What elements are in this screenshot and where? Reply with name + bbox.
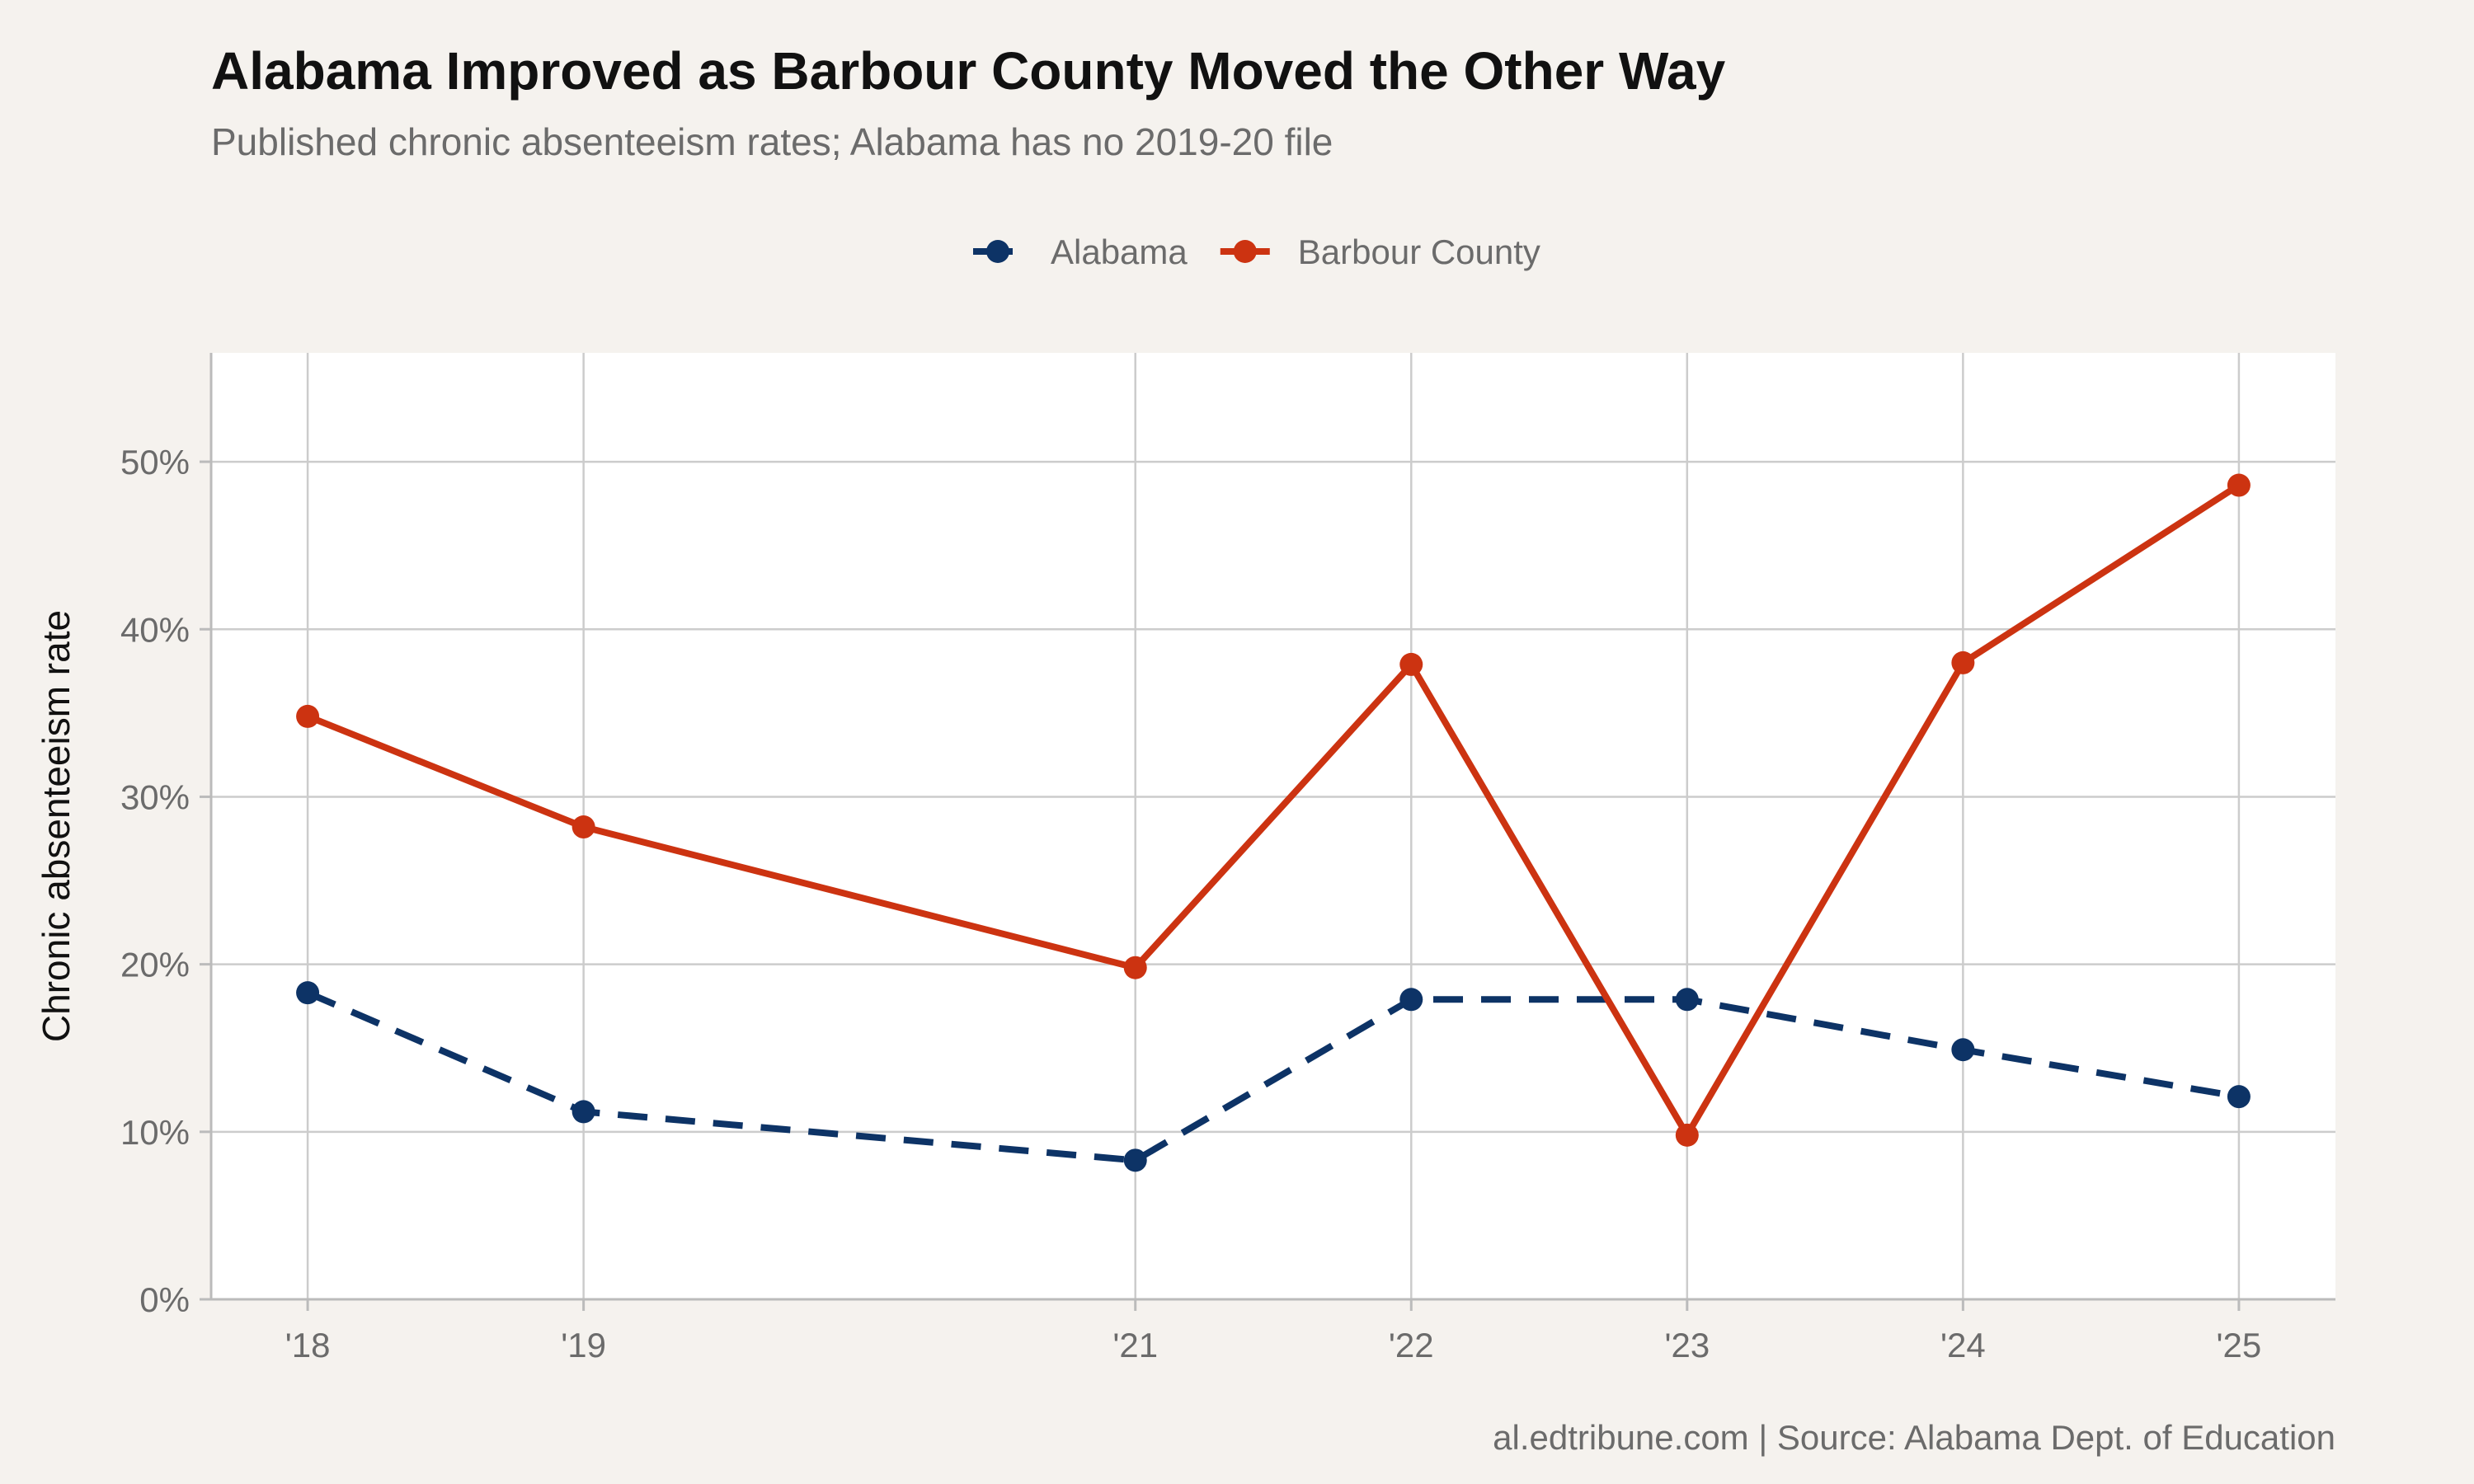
chart-caption: al.edtribune.com | Source: Alabama Dept.…: [1493, 1418, 2335, 1457]
alabama-legend-label: Alabama: [1051, 232, 1188, 271]
x-tick-label: '25: [2217, 1326, 2262, 1364]
legend: Alabama Barbour County: [973, 232, 1540, 271]
x-tick-label: '21: [1112, 1326, 1158, 1364]
x-tick-label: '24: [1940, 1326, 1986, 1364]
y-tick-label: 40%: [120, 610, 190, 649]
y-axis-label: Chronic absenteeism rate: [35, 610, 78, 1042]
series-layer: [296, 473, 2251, 1172]
x-tick-label: '19: [561, 1326, 606, 1364]
barbour-county-legend-marker: [1233, 240, 1257, 263]
alabama-data-point: [1123, 1148, 1147, 1172]
chart-subtitle: Published chronic absenteeism rates; Ala…: [211, 120, 1333, 163]
x-tick-label: '22: [1389, 1326, 1434, 1364]
barbour-county-legend-label: Barbour County: [1298, 232, 1540, 271]
alabama-data-point: [296, 981, 320, 1005]
y-tick-label: 30%: [120, 777, 190, 816]
barbour-county-data-point: [2227, 473, 2251, 497]
barbour-county-data-point: [1123, 956, 1147, 979]
alabama-data-point: [1951, 1038, 1975, 1062]
y-tick-label: 50%: [120, 443, 190, 481]
alabama-legend-marker: [986, 240, 1009, 263]
x-tick-label: '18: [285, 1326, 331, 1364]
chart-title: Alabama Improved as Barbour County Moved…: [211, 41, 1726, 101]
barbour-county-data-point: [571, 815, 595, 839]
barbour-county-data-point: [1399, 652, 1423, 676]
alabama-data-point: [2227, 1085, 2251, 1109]
alabama-data-point: [571, 1100, 595, 1124]
x-tick-label: '23: [1664, 1326, 1710, 1364]
x-tick-labels: '18 '19 '21 '22 '23 '24 '25: [285, 1299, 2262, 1364]
alabama-data-point: [1399, 988, 1423, 1012]
barbour-county-data-point: [296, 704, 320, 728]
plot-panel: [211, 353, 2335, 1299]
y-tick-label: 20%: [120, 946, 190, 984]
barbour-county-data-point: [1675, 1123, 1699, 1147]
y-tick-label: 0%: [139, 1280, 190, 1319]
y-tick-label: 10%: [120, 1113, 190, 1152]
alabama-data-point: [1675, 988, 1699, 1012]
barbour-county-data-point: [1951, 650, 1975, 674]
y-tick-labels: 0% 10% 20% 30% 40% 50%: [120, 443, 211, 1319]
